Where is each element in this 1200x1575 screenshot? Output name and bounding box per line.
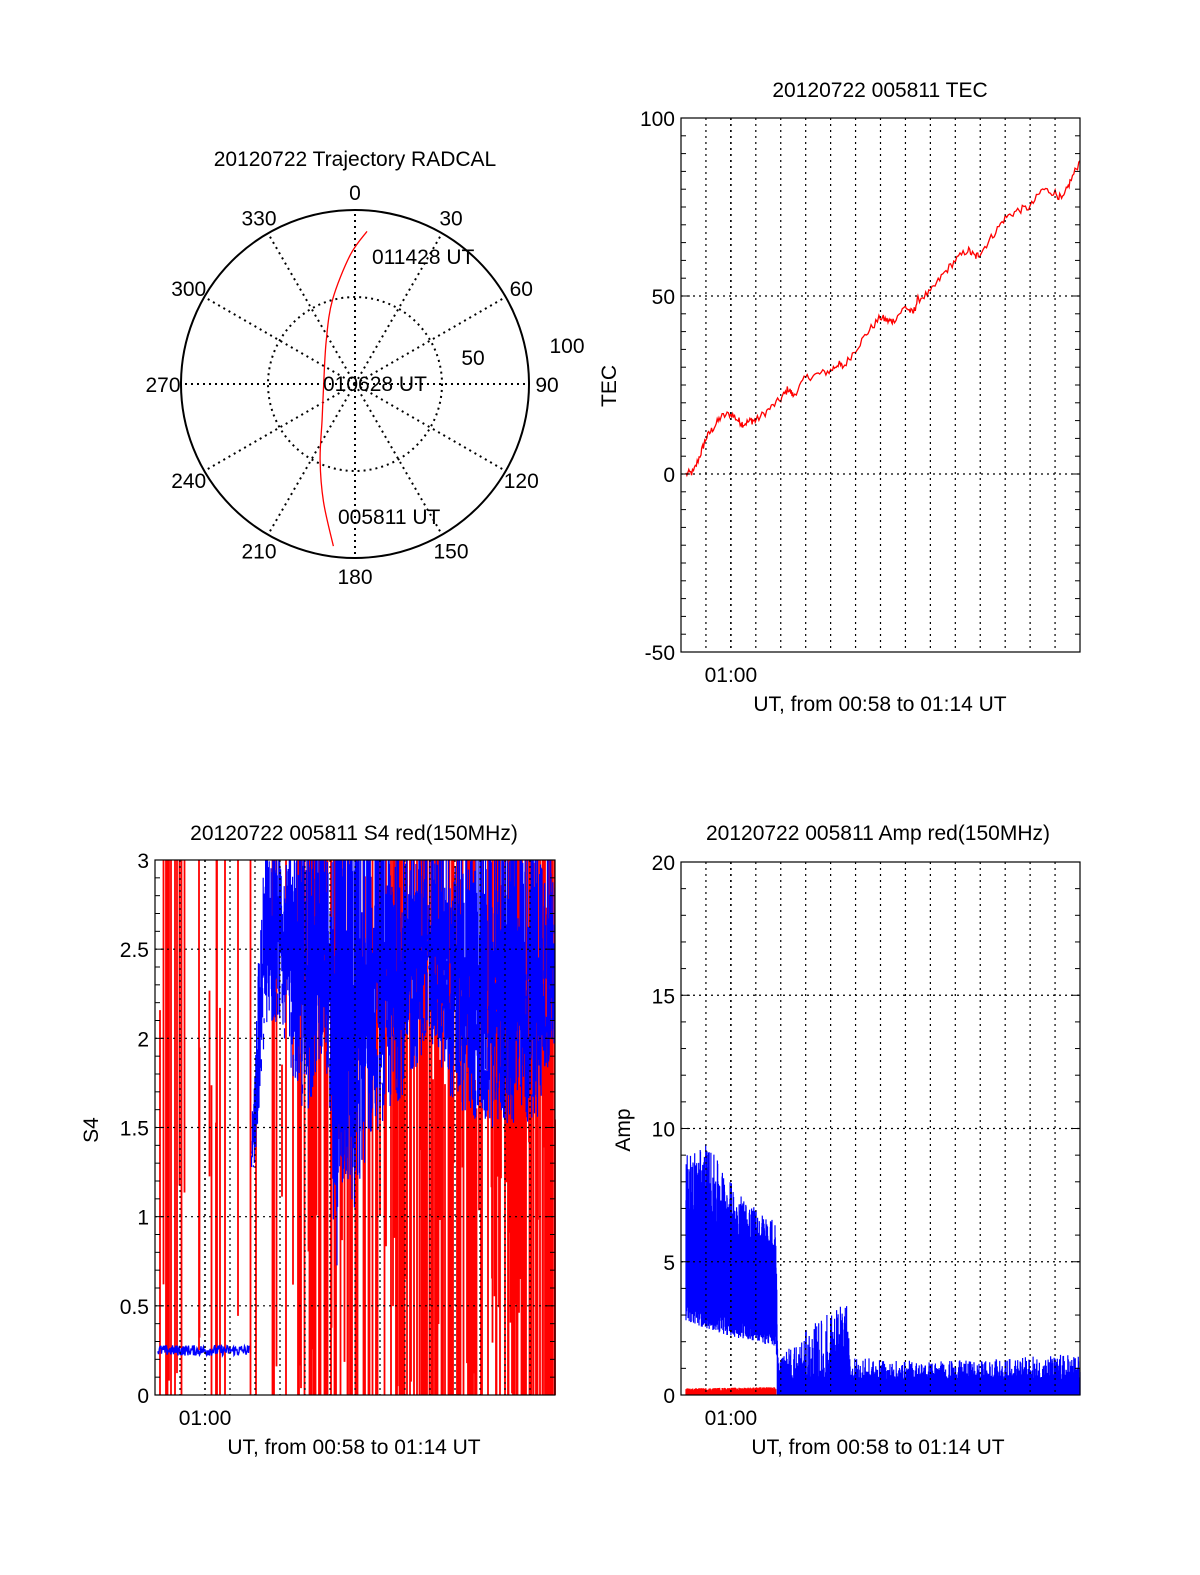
y-tick-label: 0	[137, 1385, 149, 1408]
data-layer	[685, 1144, 1081, 1395]
radius-label-100: 100	[549, 335, 584, 358]
y-tick-label: 10	[652, 1119, 675, 1142]
s4-title: 20120722 005811 S4 red(150MHz)	[190, 822, 518, 845]
data-layer	[685, 160, 1081, 478]
tec-ylabel: TEC	[598, 365, 621, 407]
spoke-120	[354, 383, 507, 472]
blue-s4-quiet-line	[157, 1343, 250, 1358]
y-tick-label: 0	[663, 1385, 675, 1408]
tec-series-line	[685, 160, 1081, 478]
outer-circle	[180, 209, 530, 559]
s4-ylabel: S4	[80, 1117, 103, 1143]
polar-title: 20120722 Trajectory RADCAL	[214, 148, 497, 171]
y-tick-label: 1.5	[120, 1118, 149, 1141]
angle-label-210: 210	[241, 540, 276, 563]
y-tick-label: 2.5	[120, 939, 149, 962]
grid-layer	[681, 117, 1080, 653]
angle-label-330: 330	[241, 208, 276, 231]
angle-label-150: 150	[433, 540, 468, 563]
y-tick-label: 5	[663, 1252, 675, 1275]
spoke-300	[203, 296, 356, 385]
x-tick-label: 01:00	[179, 1407, 232, 1430]
spoke-210	[267, 383, 356, 536]
tec-title: 20120722 005811 TEC	[772, 79, 987, 102]
s4-plot: 20120722 005811 S4 red(150MHz) UT, from …	[80, 822, 556, 1459]
start-time-label: 005811 UT	[338, 506, 441, 529]
amp-title: 20120722 005811 Amp red(150MHz)	[706, 822, 1050, 845]
s4-xlabel: UT, from 00:58 to 01:14 UT	[227, 1436, 480, 1459]
amp-xlabel: UT, from 00:58 to 01:14 UT	[751, 1436, 1004, 1459]
angle-label-270: 270	[145, 374, 180, 397]
tec-xlabel: UT, from 00:58 to 01:14 UT	[753, 693, 1006, 716]
spoke-150	[354, 383, 443, 536]
x-tick-label: 01:00	[705, 1407, 758, 1430]
angle-label-300: 300	[171, 278, 206, 301]
blue-amp-series	[685, 1144, 1081, 1395]
y-tick-label: -50	[645, 642, 675, 665]
end-time-label: 011428 UT	[372, 246, 475, 269]
spoke-60	[354, 296, 507, 385]
plot-frame	[680, 117, 1081, 653]
y-tick-label: 0	[663, 464, 675, 487]
angle-label-0: 0	[349, 182, 361, 205]
amp-ylabel: Amp	[612, 1108, 635, 1151]
plot-frame	[680, 861, 1081, 1396]
spoke-240	[203, 383, 356, 472]
angle-label-240: 240	[171, 470, 206, 493]
spoke-330	[267, 232, 356, 385]
angle-label-60: 60	[510, 278, 533, 301]
angle-label-30: 30	[439, 208, 462, 231]
amp-plot: 20120722 005811 Amp red(150MHz) UT, from…	[612, 822, 1081, 1459]
grid-layer	[155, 859, 555, 1396]
y-tick-label: 15	[652, 985, 675, 1008]
x-tick-label: 01:00	[705, 664, 758, 687]
angle-label-120: 120	[504, 470, 539, 493]
grid-layer	[681, 861, 1080, 1396]
radius-label-50: 50	[461, 347, 484, 370]
trajectory-polar-plot: 20120722 Trajectory RADCAL 100 50 0 30 60 9…	[145, 148, 584, 589]
y-tick-label: 2	[137, 1028, 149, 1051]
y-tick-label: 1	[137, 1207, 149, 1230]
y-tick-label: 3	[137, 850, 149, 873]
y-tick-label: 50	[652, 286, 675, 309]
spoke-30	[354, 232, 443, 385]
angle-label-90: 90	[535, 374, 558, 397]
y-tick-label: 20	[652, 852, 675, 875]
mid-time-label: 010628 UT	[323, 373, 427, 396]
trajectory-line	[319, 230, 368, 547]
data-layer	[157, 860, 556, 1395]
plot-frame	[154, 859, 556, 1396]
tec-plot: 20120722 005811 TEC UT, from 00:58 to 01…	[598, 79, 1081, 716]
angle-label-180: 180	[337, 566, 372, 589]
y-tick-label: 0.5	[120, 1296, 149, 1319]
radius-grid-50	[267, 296, 443, 472]
y-tick-label: 100	[640, 108, 675, 131]
